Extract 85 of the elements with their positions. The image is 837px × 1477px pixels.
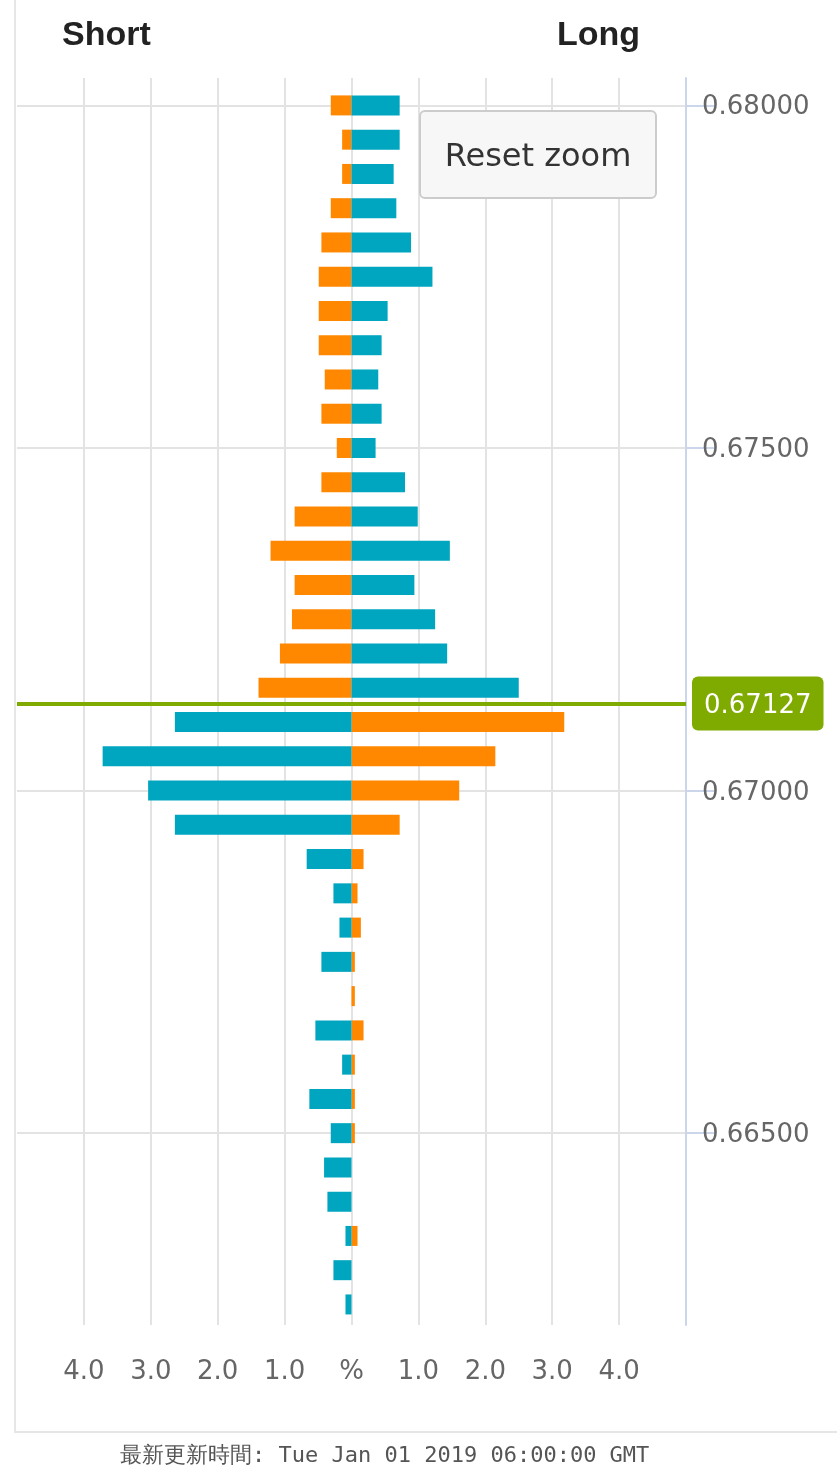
bar	[351, 814, 400, 835]
bar	[351, 1088, 355, 1109]
bar	[330, 95, 352, 116]
bar	[321, 472, 352, 493]
bar	[336, 437, 352, 458]
bar	[258, 677, 352, 698]
x-tick-label: 3.0	[130, 1355, 172, 1385]
bar	[351, 883, 358, 904]
bar	[321, 232, 352, 253]
text: Short	[62, 14, 151, 53]
x-tick-label: 1.0	[397, 1355, 440, 1385]
y-tick-label: 0.66500	[702, 1118, 810, 1149]
x-tick-label: 2.0	[464, 1355, 506, 1385]
bar	[351, 266, 433, 287]
bar	[324, 1157, 352, 1178]
bar	[345, 1225, 352, 1246]
bar	[345, 1294, 352, 1315]
bar	[279, 643, 352, 664]
bar	[351, 198, 397, 219]
bar	[351, 472, 406, 493]
y-tick-label: 0.68000	[702, 90, 810, 121]
bar	[342, 129, 352, 150]
bar	[351, 677, 519, 698]
bar	[351, 1123, 355, 1144]
bar	[315, 1020, 352, 1041]
text: 最新更新時間: Tue Jan 01 2019 06:00:00 GMT	[120, 1441, 650, 1469]
bar	[291, 609, 352, 630]
bar	[342, 1054, 352, 1075]
bar	[294, 506, 352, 527]
bar	[351, 1054, 355, 1075]
bar	[351, 540, 450, 561]
x-tick-label: 4.0	[598, 1355, 640, 1385]
bar	[309, 1088, 352, 1109]
bar	[294, 575, 352, 596]
bar	[351, 712, 565, 733]
bar	[351, 609, 436, 630]
bar	[324, 369, 352, 390]
x-tick-label: 2.0	[197, 1355, 239, 1385]
bar	[351, 917, 361, 938]
bar	[318, 300, 352, 321]
bar	[351, 129, 400, 150]
y-tick-label: 0.67000	[702, 775, 810, 806]
bar	[318, 335, 352, 356]
bar	[330, 198, 352, 219]
x-tick-label: %	[339, 1355, 364, 1385]
reset-zoom-button: Reset zoom	[419, 110, 657, 199]
y-tick-label: 0.67500	[702, 432, 810, 463]
bar	[351, 746, 496, 767]
bar	[174, 712, 352, 733]
x-tick-label: 1.0	[263, 1355, 306, 1385]
text: Long	[556, 14, 640, 53]
bar	[351, 849, 364, 870]
bar	[351, 95, 400, 116]
bar	[330, 1123, 352, 1144]
bar	[318, 266, 352, 287]
bar	[351, 643, 448, 664]
bar	[342, 163, 352, 184]
x-tick-label: 3.0	[531, 1355, 573, 1385]
bar	[351, 437, 376, 458]
bar	[321, 951, 352, 972]
bar	[333, 883, 352, 904]
bar	[351, 1225, 358, 1246]
bar	[306, 849, 352, 870]
bar	[333, 1260, 352, 1281]
x-tick-label: 4.0	[63, 1355, 105, 1385]
bar	[327, 1191, 352, 1212]
bar	[351, 1020, 364, 1041]
bar	[351, 335, 382, 356]
ref-line-label: 0.67127	[704, 688, 812, 719]
bar	[351, 163, 394, 184]
bar	[339, 917, 352, 938]
bar	[351, 403, 382, 424]
bar	[351, 369, 379, 390]
bar	[148, 780, 352, 801]
bar	[351, 951, 355, 972]
bar	[351, 780, 460, 801]
bar	[321, 403, 352, 424]
bar	[174, 814, 352, 835]
bar	[351, 300, 388, 321]
bar	[102, 746, 352, 767]
bar	[351, 232, 412, 253]
bar	[351, 986, 355, 1007]
bar	[351, 506, 418, 527]
bar	[270, 540, 352, 561]
bar	[351, 575, 415, 596]
